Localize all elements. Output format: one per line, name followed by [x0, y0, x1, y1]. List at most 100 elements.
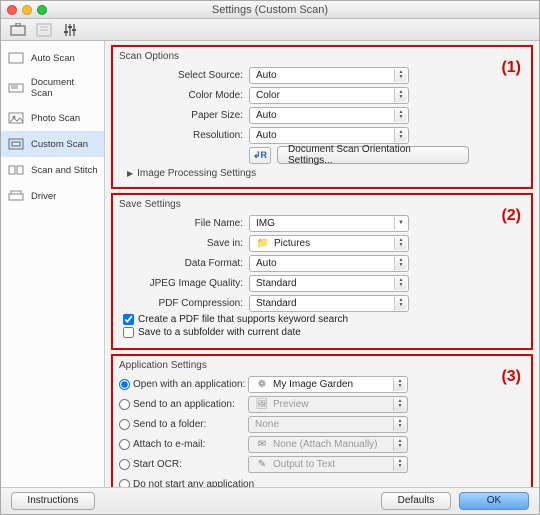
- titlebar: Settings (Custom Scan): [1, 1, 539, 19]
- start-ocr-radio[interactable]: [119, 459, 130, 470]
- sidebar-item-document-scan[interactable]: Document Scan: [1, 71, 104, 105]
- chevron-updown-icon: ▲▼: [394, 69, 407, 82]
- folder-icon: 📁: [256, 238, 270, 249]
- file-name-label: File Name:: [119, 218, 249, 229]
- start-ocr-dropdown[interactable]: ✎ Output to Text ▲▼: [248, 456, 408, 473]
- do-not-start-label: Do not start any application: [130, 479, 525, 487]
- sidebar-item-label: Driver: [31, 191, 56, 202]
- resolution-label: Resolution:: [119, 130, 249, 141]
- orientation-icon-button[interactable]: ↲R: [249, 147, 271, 164]
- subfolder-date-label: Save to a subfolder with current date: [138, 327, 301, 338]
- auto-scan-icon: [7, 51, 25, 65]
- toolbar: [1, 19, 539, 41]
- sidebar-item-driver[interactable]: Driver: [1, 183, 104, 209]
- scan-from-computer-icon[interactable]: [9, 21, 27, 39]
- body: Auto Scan Document Scan Photo Scan Custo…: [1, 41, 539, 487]
- sidebar-item-label: Scan and Stitch: [31, 165, 98, 176]
- file-name-input[interactable]: IMG ▼: [249, 215, 409, 232]
- driver-icon: [7, 189, 25, 203]
- chevron-updown-icon: ▲▼: [393, 458, 406, 471]
- send-to-folder-radio[interactable]: [119, 419, 130, 430]
- chevron-updown-icon: ▲▼: [393, 398, 406, 411]
- instructions-button[interactable]: Instructions: [11, 492, 95, 510]
- chevron-down-icon[interactable]: ▼: [394, 217, 407, 230]
- annotation-1: (1): [501, 59, 521, 77]
- triangle-right-icon: ▶: [127, 169, 133, 178]
- send-to-folder-label: Send to a folder:: [130, 419, 248, 430]
- attach-email-label: Attach to e-mail:: [130, 439, 248, 450]
- image-processing-disclosure[interactable]: ▶ Image Processing Settings: [127, 168, 525, 179]
- start-ocr-label: Start OCR:: [130, 459, 248, 470]
- send-to-app-dropdown[interactable]: 🖼 Preview ▲▼: [248, 396, 408, 413]
- window-title: Settings (Custom Scan): [1, 4, 539, 16]
- scan-options-group: (1) Scan Options Select Source: Auto ▲▼ …: [111, 45, 533, 189]
- data-format-label: Data Format:: [119, 258, 249, 269]
- sidebar: Auto Scan Document Scan Photo Scan Custo…: [1, 41, 105, 487]
- paper-size-dropdown[interactable]: Auto ▲▼: [249, 107, 409, 124]
- chevron-updown-icon: ▲▼: [394, 257, 407, 270]
- zoom-icon[interactable]: [37, 5, 47, 15]
- send-to-app-label: Send to an application:: [130, 399, 248, 410]
- chevron-updown-icon: ▲▼: [393, 438, 406, 451]
- color-mode-dropdown[interactable]: Color ▲▼: [249, 87, 409, 104]
- annotation-2: (2): [501, 207, 521, 225]
- send-to-folder-dropdown[interactable]: None ▲▼: [248, 416, 408, 433]
- sidebar-item-scan-and-stitch[interactable]: Scan and Stitch: [1, 157, 104, 183]
- pdf-keyword-checkbox[interactable]: [123, 314, 134, 325]
- open-with-app-dropdown[interactable]: ❁ My Image Garden ▲▼: [248, 376, 408, 393]
- chevron-updown-icon: ▲▼: [394, 129, 407, 142]
- custom-scan-icon: [7, 137, 25, 151]
- attach-email-radio[interactable]: [119, 439, 130, 450]
- open-with-app-label: Open with an application:: [130, 379, 248, 390]
- mail-icon: ✉: [255, 439, 269, 450]
- pdf-keyword-label: Create a PDF file that supports keyword …: [138, 314, 348, 325]
- save-settings-group: (2) Save Settings File Name: IMG ▼ Save …: [111, 193, 533, 350]
- save-settings-title: Save Settings: [119, 199, 525, 210]
- general-settings-icon[interactable]: [61, 21, 79, 39]
- main-panel: (1) Scan Options Select Source: Auto ▲▼ …: [105, 41, 539, 487]
- sidebar-item-label: Auto Scan: [31, 53, 75, 64]
- open-with-app-radio[interactable]: [119, 379, 130, 390]
- chevron-updown-icon: ▲▼: [394, 237, 407, 250]
- color-mode-label: Color Mode:: [119, 90, 249, 101]
- sidebar-item-photo-scan[interactable]: Photo Scan: [1, 105, 104, 131]
- settings-window: Settings (Custom Scan) Auto Scan Documen…: [0, 0, 540, 515]
- save-in-dropdown[interactable]: 📁 Pictures ▲▼: [249, 235, 409, 252]
- bottom-bar: Instructions Defaults OK: [1, 487, 539, 514]
- select-source-dropdown[interactable]: Auto ▲▼: [249, 67, 409, 84]
- application-settings-group: (3) Application Settings Open with an ap…: [111, 354, 533, 487]
- subfolder-date-checkbox[interactable]: [123, 327, 134, 338]
- sidebar-item-label: Custom Scan: [31, 139, 88, 150]
- defaults-button[interactable]: Defaults: [381, 492, 451, 510]
- minimize-icon[interactable]: [22, 5, 32, 15]
- sidebar-item-label: Document Scan: [31, 77, 98, 99]
- orientation-settings-button[interactable]: Document Scan Orientation Settings...: [277, 146, 469, 164]
- attach-email-dropdown[interactable]: ✉ None (Attach Manually) ▲▼: [248, 436, 408, 453]
- select-source-label: Select Source:: [119, 70, 249, 81]
- chevron-updown-icon: ▲▼: [393, 378, 406, 391]
- do-not-start-radio[interactable]: [119, 479, 130, 487]
- preview-icon: 🖼: [255, 399, 269, 410]
- chevron-updown-icon: ▲▼: [394, 277, 407, 290]
- send-to-app-radio[interactable]: [119, 399, 130, 410]
- sidebar-item-auto-scan[interactable]: Auto Scan: [1, 45, 104, 71]
- chevron-updown-icon: ▲▼: [394, 297, 407, 310]
- chevron-updown-icon: ▲▼: [394, 109, 407, 122]
- sidebar-item-custom-scan[interactable]: Custom Scan: [1, 131, 104, 157]
- ok-button[interactable]: OK: [459, 492, 529, 510]
- jpeg-quality-dropdown[interactable]: Standard ▲▼: [249, 275, 409, 292]
- close-icon[interactable]: [7, 5, 17, 15]
- save-in-label: Save in:: [119, 238, 249, 249]
- scan-from-panel-icon[interactable]: [35, 21, 53, 39]
- annotation-3: (3): [501, 368, 521, 386]
- scan-options-title: Scan Options: [119, 51, 525, 62]
- data-format-dropdown[interactable]: Auto ▲▼: [249, 255, 409, 272]
- pdf-compression-label: PDF Compression:: [119, 298, 249, 309]
- jpeg-quality-label: JPEG Image Quality:: [119, 278, 249, 289]
- pdf-compression-dropdown[interactable]: Standard ▲▼: [249, 295, 409, 312]
- application-settings-title: Application Settings: [119, 360, 525, 371]
- document-scan-icon: [7, 81, 25, 95]
- photo-scan-icon: [7, 111, 25, 125]
- resolution-dropdown[interactable]: Auto ▲▼: [249, 127, 409, 144]
- app-icon: ❁: [255, 379, 269, 390]
